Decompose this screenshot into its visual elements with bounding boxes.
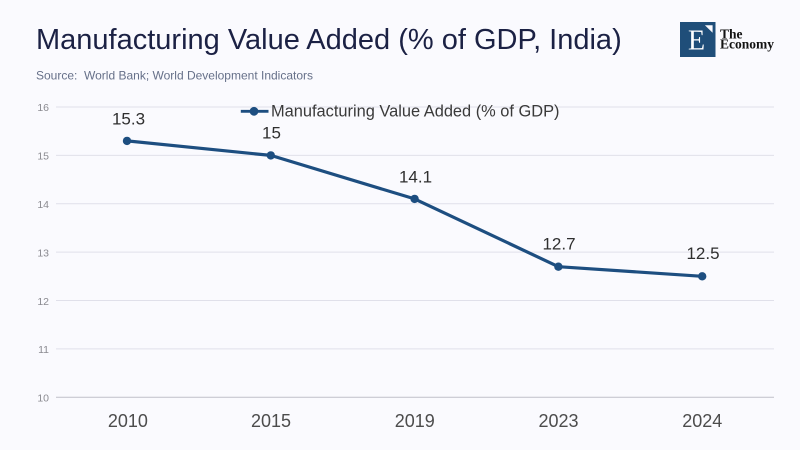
svg-text:15.3: 15.3 [112, 109, 145, 128]
svg-text:Manufacturing Value Added (% o: Manufacturing Value Added (% of GDP) [271, 103, 560, 121]
svg-text:16: 16 [37, 102, 49, 114]
svg-text:Manufacturing Value Added (% o: Manufacturing Value Added (% of GDP, Ind… [36, 24, 622, 56]
svg-text:12.5: 12.5 [686, 244, 719, 263]
svg-text:Economy: Economy [720, 36, 774, 51]
svg-text:Source: World Bank; World Dev: Source: World Bank; World Development In… [36, 69, 313, 83]
svg-text:11: 11 [38, 344, 49, 356]
svg-text:15: 15 [262, 123, 281, 142]
svg-text:2010: 2010 [108, 411, 148, 431]
svg-text:The: The [720, 26, 743, 41]
svg-text:E: E [688, 25, 705, 56]
svg-text:2015: 2015 [251, 411, 291, 431]
svg-text:2023: 2023 [538, 411, 578, 431]
svg-text:13: 13 [37, 247, 49, 259]
svg-text:2024: 2024 [682, 411, 722, 431]
svg-text:14: 14 [37, 199, 49, 211]
svg-text:2019: 2019 [395, 411, 435, 431]
svg-text:12: 12 [37, 296, 49, 308]
svg-text:14.1: 14.1 [399, 167, 432, 186]
svg-text:12.7: 12.7 [542, 235, 575, 254]
svg-text:15: 15 [37, 151, 49, 163]
svg-text:10: 10 [37, 393, 49, 405]
